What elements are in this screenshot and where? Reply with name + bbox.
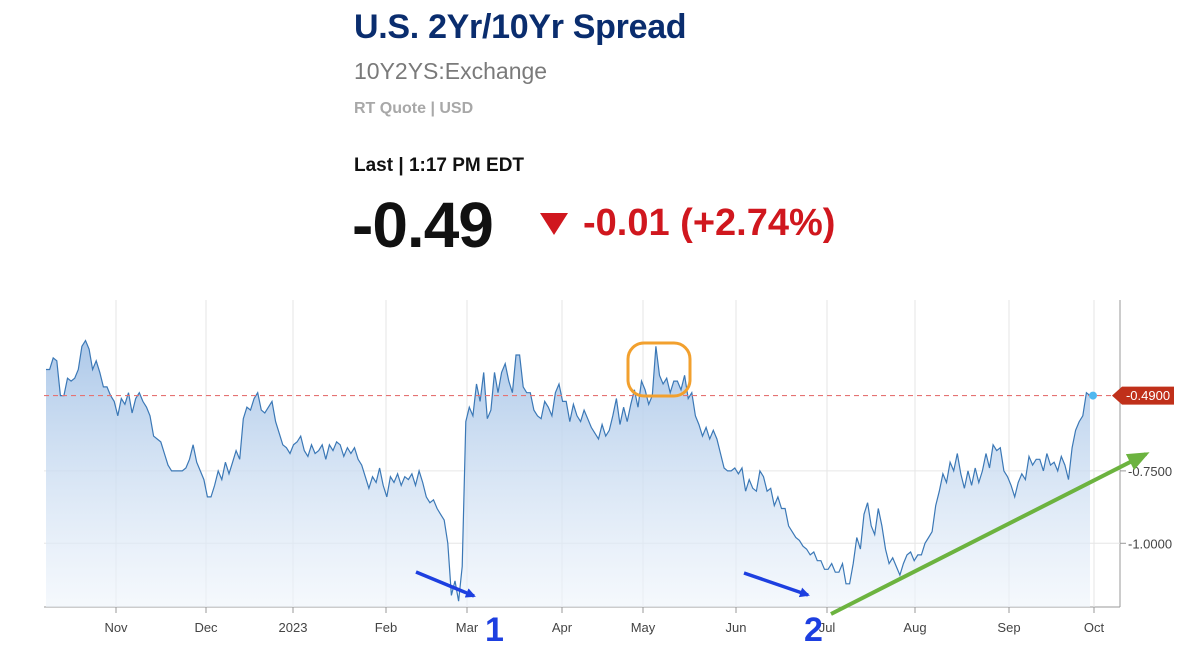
- symbol-label: 10Y2YS:Exchange: [354, 58, 548, 84]
- price-change: -0.01 (+2.74%): [583, 202, 836, 244]
- arrow-1-icon: [415, 570, 476, 598]
- x-tick-label: Dec: [194, 620, 218, 635]
- y-axis: -1.0000 -0.7500: [1120, 464, 1172, 551]
- x-tick-label: Mar: [456, 620, 479, 635]
- last-time-label: Last | 1:17 PM EDT: [354, 155, 525, 176]
- series-line: [46, 339, 1091, 602]
- page-title: U.S. 2Yr/10Yr Spread: [354, 8, 687, 46]
- current-value-tag: [1112, 386, 1174, 405]
- chart-area: [46, 339, 1091, 607]
- trend-arrow-icon: [830, 452, 1150, 616]
- x-tick-label: Nov: [104, 620, 128, 635]
- x-tick-label: 2023: [279, 620, 308, 635]
- y-tick-label: -0.7500: [1128, 464, 1172, 479]
- area-fill: [46, 340, 1090, 607]
- current-value-label: -0.4900: [1126, 388, 1170, 403]
- x-tick-label: Feb: [375, 620, 397, 635]
- x-tick-label: Jul: [819, 620, 836, 635]
- annotation-1-label: 1: [485, 611, 504, 649]
- x-tick-label: Oct: [1084, 620, 1105, 635]
- x-tick-label: Jun: [726, 620, 747, 635]
- x-tick-label: Aug: [903, 620, 926, 635]
- last-point-marker: [1089, 391, 1097, 400]
- annotation-2-label: 2: [804, 611, 823, 649]
- chart-overlay: -0.4900 1 2: [44, 341, 1174, 649]
- quote-info: RT Quote | USD: [354, 100, 474, 117]
- arrow-2-icon: [743, 571, 810, 598]
- x-axis: Nov Dec 2023 Feb Mar Apr May Jun Jul Aug Sep Oct: [104, 607, 1104, 635]
- x-tick-label: Apr: [552, 620, 573, 635]
- x-tick-label: May: [631, 620, 656, 635]
- last-price: -0.49: [352, 189, 494, 261]
- highlight-box: [626, 341, 692, 398]
- x-tick-label: Sep: [997, 620, 1020, 635]
- y-tick-label: -1.0000: [1128, 536, 1172, 551]
- down-arrow-icon: [540, 213, 568, 235]
